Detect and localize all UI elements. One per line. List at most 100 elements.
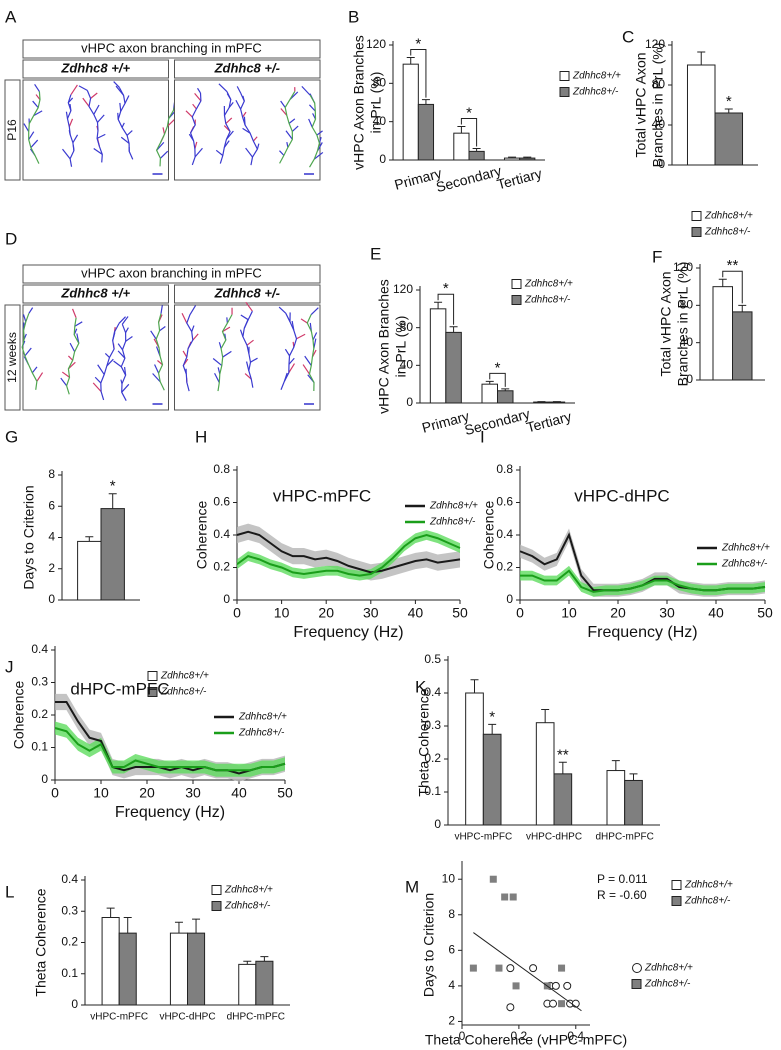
branch [279, 150, 285, 156]
y-tick-label: 120 [366, 37, 386, 51]
column-box [22, 284, 169, 304]
x-axis-label: Frequency (Hz) [115, 804, 225, 821]
panel-letter: B [348, 7, 359, 26]
branch [285, 130, 293, 140]
branch [196, 87, 201, 94]
bar [732, 311, 753, 381]
x-tick-label: 20 [318, 605, 334, 621]
branch [300, 318, 308, 324]
error-bar [421, 99, 430, 105]
legend-label: Zdhhc8+/- [160, 687, 207, 698]
x-tick-label: Secondary [463, 405, 532, 438]
branch [242, 127, 251, 134]
panel-letter: J [5, 657, 14, 676]
point [551, 981, 560, 990]
significance: ** [557, 746, 569, 763]
error-bar [108, 493, 117, 509]
legend-swatch [691, 227, 702, 237]
axon [28, 91, 41, 164]
branch [212, 358, 223, 367]
significance: * [415, 35, 421, 52]
legend-swatch [211, 885, 222, 895]
error-bar [449, 326, 458, 333]
axon [306, 314, 315, 392]
branch [252, 136, 258, 142]
bar [417, 103, 435, 161]
y-tick-label: 0.5 [424, 652, 441, 666]
x-tick-label: 10 [561, 605, 577, 621]
panel-letter: I [480, 427, 485, 446]
y-tick-label: 0.1 [31, 740, 48, 754]
branch [71, 308, 77, 318]
y-tick-label: 0.8 [213, 462, 230, 476]
legend-swatch [559, 71, 570, 81]
error-bar [85, 536, 94, 542]
branch [22, 314, 27, 323]
axon [21, 313, 38, 390]
column-box [22, 59, 169, 79]
y-axis-label: Theta Coherence [416, 688, 432, 796]
row-box [4, 304, 21, 411]
error-bar [724, 108, 733, 113]
bar [255, 960, 274, 1006]
bar [686, 64, 716, 166]
y-tick-label: 4 [48, 530, 55, 544]
branch [90, 92, 98, 99]
axon [280, 313, 298, 390]
branch [30, 139, 39, 148]
branch [312, 332, 318, 341]
legend-label: Zdhhc8+/- [721, 559, 768, 570]
error-bar [472, 148, 481, 152]
y-axis-label: in PrL (%) [393, 316, 409, 378]
branch [121, 316, 129, 325]
y-tick-label: 120 [645, 37, 665, 51]
y-axis-label: Branches in PrL (%) [675, 262, 691, 387]
point [549, 999, 558, 1008]
legend-label: Zdhhc8+/+ [704, 211, 753, 222]
axon [120, 323, 127, 401]
x-tick-label: Tertiary [525, 408, 573, 435]
point [469, 964, 477, 972]
branch [121, 383, 130, 393]
branch [225, 117, 233, 124]
bar [118, 932, 137, 1006]
branch [192, 333, 199, 341]
x-tick-label: 0.2 [511, 1029, 528, 1043]
x-tick-label: 40 [708, 605, 724, 621]
point [501, 893, 509, 901]
branch [256, 143, 260, 150]
error-bar [611, 760, 620, 771]
y-tick-label: 0.4 [31, 642, 48, 656]
point [558, 964, 566, 972]
y-tick-label: 10 [442, 871, 456, 885]
y-tick-label: 0.4 [61, 872, 78, 886]
point [529, 964, 538, 973]
branch [24, 347, 32, 357]
point [506, 964, 515, 973]
y-axis-label: Coherence [11, 681, 27, 750]
y-tick-label: 0 [434, 817, 441, 831]
axon [86, 90, 103, 163]
point [558, 1000, 566, 1008]
branch [28, 307, 34, 314]
branch [117, 350, 126, 359]
legend-swatch [147, 687, 158, 697]
branch [245, 301, 253, 312]
bar [481, 383, 498, 404]
branch [182, 350, 188, 358]
branch [113, 81, 120, 88]
image-box [22, 304, 169, 411]
series-line [54, 727, 286, 772]
x-axis-label: Frequency (Hz) [293, 624, 403, 641]
branch [166, 118, 176, 127]
significance: * [110, 478, 116, 495]
branch [120, 136, 130, 144]
series-line [55, 701, 286, 775]
y-axis-label: Coherence [481, 501, 497, 570]
panel-letter: K [415, 677, 427, 696]
axon [182, 314, 194, 392]
y-axis-label: Days to Criterion [21, 485, 37, 589]
legend-label: Zdhhc8+/- [704, 227, 751, 238]
branch [31, 366, 38, 374]
branch [152, 373, 161, 383]
